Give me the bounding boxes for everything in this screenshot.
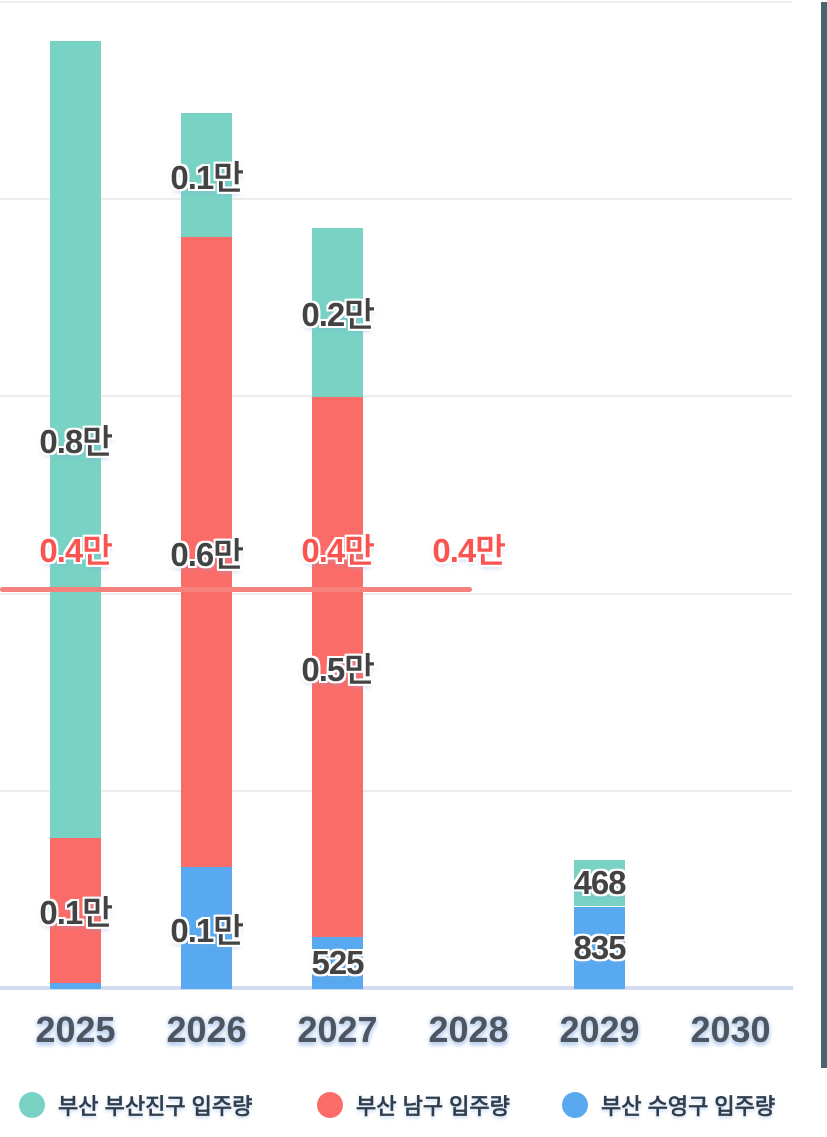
gridline: [0, 592, 792, 595]
bar-segment-label: 468: [573, 864, 626, 902]
bar-segment[interactable]: [50, 40, 101, 838]
bar-segment-label: 0.8만: [39, 423, 112, 461]
bar-segment-label: 0.1만: [39, 894, 112, 932]
bar-segment-label: 0.5만: [301, 650, 374, 688]
gridline: [0, 197, 792, 200]
legend-item-namgu[interactable]: 부산 남구 입주량: [317, 1088, 510, 1122]
gridline: [0, 1, 792, 3]
legend: 부산 부산진구 입주량 부산 남구 입주량 부산 수영구 입주량: [0, 1088, 820, 1122]
bar-segment[interactable]: [312, 227, 363, 397]
legend-item-busanjin[interactable]: 부산 부산진구 입주량: [19, 1088, 252, 1122]
bar-segment[interactable]: [181, 867, 232, 989]
x-axis-label: 2028: [428, 1009, 509, 1050]
gridline: [0, 395, 792, 398]
suyeonggu-swatch-icon: [562, 1092, 588, 1118]
legend-item-label: 부산 부산진구 입주량: [58, 1094, 253, 1119]
reference-line-label: 0.4만: [301, 531, 374, 569]
bar-segment[interactable]: [50, 837, 101, 984]
bar-segment-label: 0.1만: [170, 912, 243, 950]
gridline: [0, 790, 792, 793]
bar-segment[interactable]: [574, 860, 625, 907]
bar-segment[interactable]: [574, 906, 625, 989]
namgu-swatch-icon: [317, 1092, 343, 1118]
legend-item-suyeonggu[interactable]: 부산 수영구 입주량: [562, 1088, 775, 1122]
bar-segment-label: 525: [311, 944, 364, 982]
x-axis-label: 2026: [166, 1009, 247, 1050]
bar-segment-label: 835: [573, 928, 626, 966]
bar-segment[interactable]: [181, 112, 232, 238]
x-axis-label: 2029: [559, 1009, 640, 1050]
bar-segment[interactable]: [50, 983, 101, 989]
bar-segment[interactable]: [312, 396, 363, 938]
bar-segment[interactable]: [312, 937, 363, 989]
busanjin-swatch-icon: [19, 1092, 45, 1118]
x-axis-label: 2025: [35, 1009, 116, 1050]
x-axis-line: [0, 986, 793, 990]
bar-segment-label: 0.6만: [170, 536, 243, 574]
x-axis-label: 2027: [297, 1009, 378, 1050]
reference-line-label: 0.4만: [432, 531, 505, 569]
reference-line: [0, 586, 472, 592]
bar-segment[interactable]: [181, 237, 232, 868]
legend-item-label: 부산 수영구 입주량: [601, 1094, 776, 1119]
reference-line-label: 0.4만: [39, 531, 112, 569]
bar-segment-label: 0.1만: [170, 158, 243, 196]
x-axis-label: 2030: [690, 1009, 771, 1050]
legend-item-label: 부산 남구 입주량: [356, 1094, 510, 1119]
right-border: [821, 2, 827, 1068]
bar-segment-label: 0.2만: [301, 296, 374, 334]
